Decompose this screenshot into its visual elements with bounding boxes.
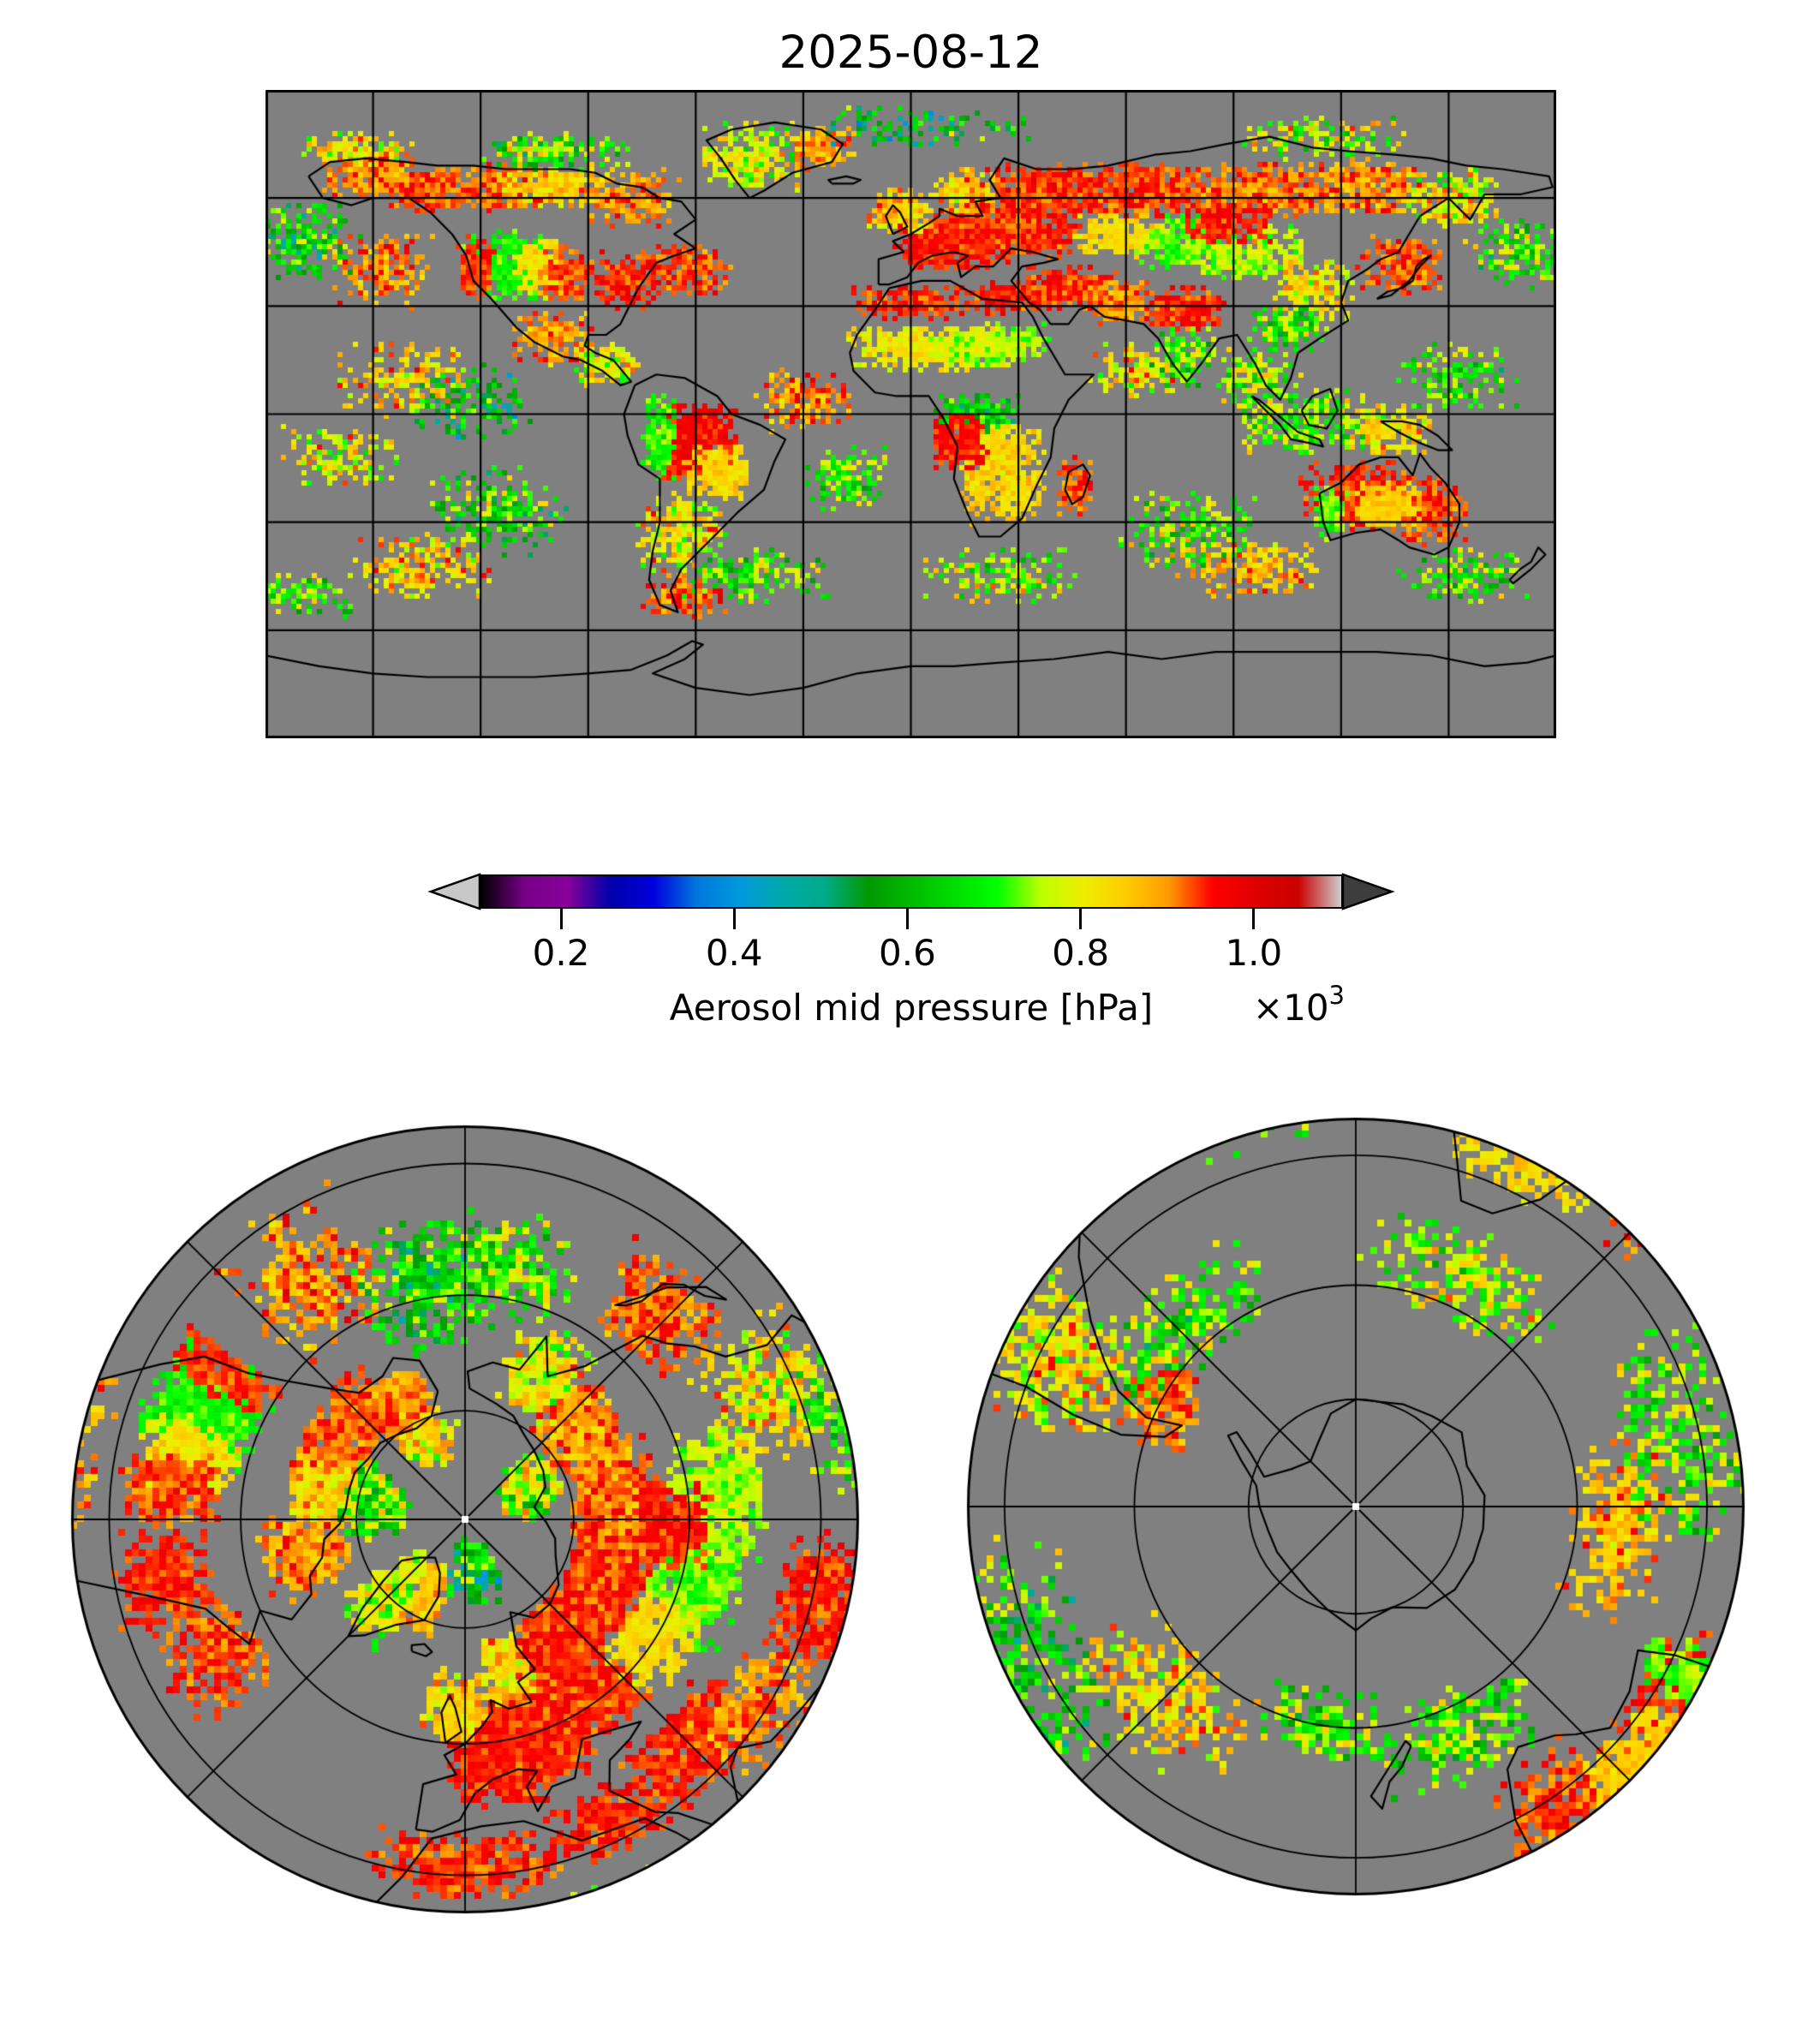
colorbar-tick (559, 909, 563, 929)
global-map-panel (266, 90, 1556, 738)
colorbar-offset-label: ×103 (1252, 981, 1345, 1029)
colorbar-tick-label: 0.6 (879, 932, 936, 974)
colorbar-tick-label: 0.4 (705, 932, 763, 974)
colorbar-tick-label: 1.0 (1225, 932, 1283, 974)
colorbar-tick (1252, 909, 1256, 929)
south-polar-panel (966, 1117, 1745, 1896)
figure-title: 2025-08-12 (779, 27, 1043, 79)
colorbar-axis-label: Aerosol mid pressure [hPa] (669, 987, 1154, 1029)
north-polar-panel (70, 1125, 860, 1914)
colorbar-over-arrow-icon (1341, 873, 1395, 910)
colorbar (480, 874, 1343, 909)
colorbar-under-arrow-icon (427, 873, 481, 910)
colorbar-tick (905, 909, 909, 929)
colorbar-tick-label: 0.2 (532, 932, 590, 974)
colorbar-extend-arrows (427, 873, 1395, 910)
colorbar-tick-label: 0.8 (1052, 932, 1110, 974)
colorbar-tick (1079, 909, 1083, 929)
colorbar-tick (732, 909, 736, 929)
